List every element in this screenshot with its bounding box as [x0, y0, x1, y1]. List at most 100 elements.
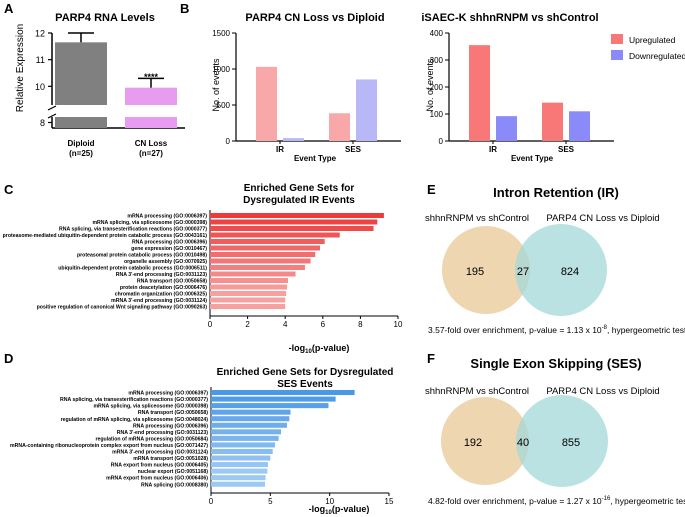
panel-d-bar — [211, 429, 282, 435]
panel-a-ytick-label: 10 — [35, 82, 45, 92]
panel-label-d: D — [4, 351, 13, 366]
panel-a-title: PARP4 RNA Levels — [55, 12, 155, 24]
panel-b1-chart: PARP4 CN Loss vs Diploid No. of events E… — [211, 12, 401, 163]
panel-c-category-label: mRNA processing (GO:0006397) — [127, 214, 207, 220]
panel-d-category-label: mRNA splicing, via spliceosome (GO:00003… — [93, 404, 208, 410]
panel-c-xtick-label: 10 — [394, 320, 403, 329]
panel-a-marks — [55, 32, 177, 128]
panel-a-ytick-label: 8 — [40, 118, 45, 128]
panel-d-bar — [211, 390, 355, 396]
panel-a-bar-1 — [55, 42, 107, 105]
panel-d-xtick-label: 10 — [325, 497, 334, 506]
panel-c-category-label: organelle assembly (GO:0070925) — [124, 259, 207, 265]
panel-b2-bar-upregulated-ir — [469, 45, 490, 141]
venn-e-left-circle — [442, 226, 530, 314]
venn-e-left-label: shhnRNPM vs shControl — [425, 213, 529, 224]
panel-e-venn: Intron Retention (IR) shhnRNPM vs shCont… — [425, 185, 685, 335]
panel-d-title-line-2: SES Events — [277, 379, 333, 390]
panel-a-ytick-label: 11 — [36, 55, 45, 65]
panel-d-category-label: mRNA export from nucleus (GO:0006406) — [106, 476, 208, 482]
panel-d-bar — [211, 481, 265, 487]
panel-c-bar — [210, 239, 325, 244]
venn-f-caption: 4.82-fold over enrichment, p-value = 1.2… — [428, 496, 685, 506]
panel-c-category-label: RNA processing (GO:0006396) — [132, 240, 207, 246]
panel-b2-ytick-label: 300 — [430, 56, 444, 65]
panel-label-a: A — [4, 1, 14, 16]
legend-label-downregulated: Downregulated — [629, 51, 685, 61]
panel-b1-title: PARP4 CN Loss vs Diploid — [245, 12, 384, 24]
panel-b1-bar-upregulated-ir — [256, 66, 277, 141]
panel-c-bar — [210, 297, 286, 303]
panel-d-category-label: mRNA transport (GO:0051028) — [133, 456, 208, 462]
panel-label-c: C — [4, 182, 14, 197]
panel-b1-ylabel: No. of events — [211, 58, 221, 112]
venn-f-left-label: shhnRNPM vs shControl — [425, 386, 529, 397]
panel-d-bar — [211, 475, 266, 481]
panel-a-significance: **** — [144, 72, 159, 82]
legend-label-upregulated: Upregulated — [629, 35, 676, 45]
venn-f-left-count: 192 — [464, 437, 482, 449]
panel-d-xtick-label: 5 — [268, 497, 273, 506]
panel-d-xtick-label: 0 — [209, 497, 214, 506]
panel-f-venn: Single Exon Skipping (SES) shhnRNPM vs s… — [425, 356, 685, 506]
panel-b2-chart: iSAEC-K shhnRNPM vs shControl No. of eve… — [421, 12, 685, 163]
panel-c-category-label: gene expression (GO:0010467) — [131, 246, 207, 252]
panel-c-bar — [210, 219, 378, 225]
panel-c-category-label: protein deacetylation (GO:0006476) — [120, 285, 207, 291]
panel-b2-bar-upregulated-ses — [542, 102, 563, 141]
panel-a-chart: PARP4 RNA Levels Relative Expression 10 1… — [15, 12, 185, 158]
panel-c-bar — [210, 284, 288, 290]
panel-b1-category-label: IR — [276, 145, 284, 154]
panel-d-bar — [211, 409, 291, 415]
panel-c-chart: Enriched Gene Sets for Dysregulated IR E… — [3, 183, 403, 355]
panel-d-bar — [211, 462, 268, 468]
venn-e-title: Intron Retention (IR) — [493, 185, 619, 200]
panel-b1-bar-downregulated-ses — [356, 79, 377, 141]
venn-e-right-circle — [515, 224, 607, 316]
panel-b2-ylabel: No. of events — [425, 58, 435, 112]
panel-d-category-label: regulation of mRNA processing (GO:005068… — [95, 436, 208, 442]
panel-b2-category-label: IR — [489, 145, 497, 154]
panel-b1-bar-downregulated-ir — [283, 138, 304, 141]
panel-d-chart: Enriched Gene Sets for Dysregulated SES … — [10, 367, 394, 516]
panel-c-category-label: RNA 3'-end processing (GO:0031123) — [116, 272, 208, 278]
panel-b2-ytick-label: 0 — [439, 137, 444, 146]
panel-c-bar — [210, 245, 320, 251]
panel-b2-ytick-label: 400 — [430, 29, 444, 38]
panel-a-ytick-label: 12 — [35, 29, 45, 39]
panel-d-category-label: mRNA-containing ribonucleoprotein comple… — [10, 443, 208, 449]
panel-c-category-label: ubiquitin-dependent protein catabolic pr… — [58, 266, 207, 272]
panel-d-bar — [211, 435, 279, 441]
panel-b1-ytick-label: 1000 — [212, 65, 230, 74]
venn-f-right-circle — [516, 395, 608, 487]
panel-b1-ytick-label: 0 — [226, 137, 231, 146]
panel-b2-legend: Upregulated Downregulated — [611, 34, 685, 61]
panel-c-category-label: proteasomal protein catabolic process (G… — [77, 253, 207, 259]
panel-b1-bar-upregulated-ses — [329, 113, 350, 141]
panel-b2-ytick-label: 200 — [430, 83, 444, 92]
panel-c-bar — [210, 258, 311, 264]
panel-c-category-label: mRNA splicing, via spliceosome (GO:00003… — [92, 220, 207, 226]
panel-d-category-label: RNA processing (GO:0006396) — [133, 423, 208, 429]
panel-d-bar — [211, 416, 290, 422]
panel-d-category-label: regulation of mRNA splicing, via spliceo… — [61, 417, 209, 423]
panel-a-bar-1-lower — [55, 117, 107, 128]
panel-b1-category-label: SES — [345, 145, 362, 154]
venn-f-right-label: PARP4 CN Loss vs Diploid — [546, 386, 659, 397]
panel-c-xtick-label: 2 — [245, 320, 250, 329]
panel-c-category-label: RNA transport (GO:0050658) — [137, 279, 207, 285]
panel-b1-ytick-label: 1500 — [212, 29, 230, 38]
panel-d-bar — [211, 448, 273, 454]
panel-b2-bar-downregulated-ir — [496, 116, 517, 141]
panel-c-xtick-label: 4 — [283, 320, 288, 329]
panel-d-xtick-label: 15 — [385, 497, 394, 506]
panel-c-bar — [210, 213, 384, 218]
panel-d-category-label: RNA export from nucleus (GO:0006405) — [111, 463, 209, 469]
panel-c-category-label: proteasome-mediated ubiquitin-dependent … — [3, 233, 208, 239]
legend-swatch-upregulated — [611, 34, 623, 44]
panel-d-bar — [211, 442, 276, 448]
venn-e-right-count: 824 — [561, 266, 579, 278]
panel-d-xlabel: -log10(p-value) — [309, 504, 370, 516]
panel-c-bar — [210, 265, 305, 270]
